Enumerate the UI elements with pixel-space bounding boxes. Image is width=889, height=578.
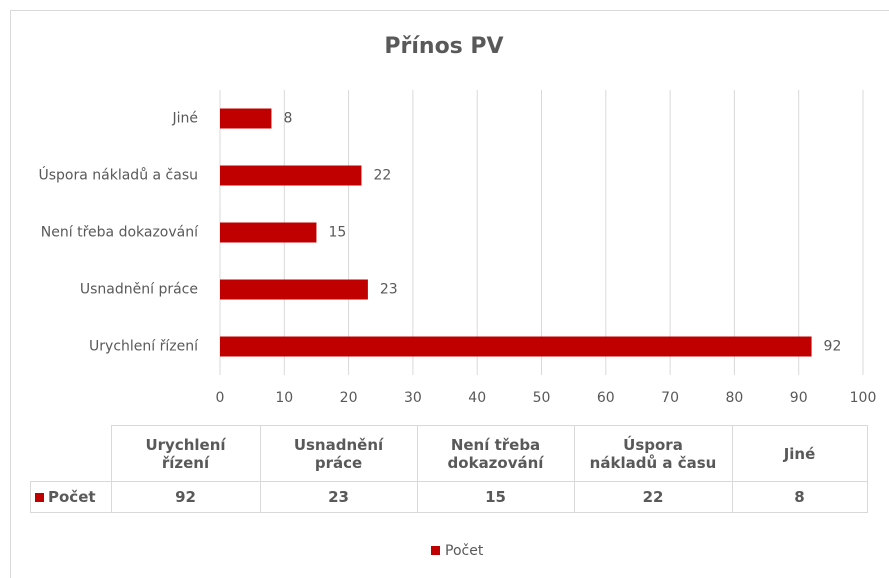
y-tick-label: Urychlení řízení bbox=[89, 339, 199, 355]
table-header: Není třeba dokazování bbox=[416, 425, 575, 482]
data-label: 22 bbox=[373, 168, 391, 184]
table-value: 92 bbox=[110, 481, 261, 513]
bar bbox=[220, 336, 812, 357]
x-tick-label: 70 bbox=[661, 390, 679, 406]
x-tick-label: 40 bbox=[468, 390, 486, 406]
y-tick-label: Usnadnění práce bbox=[80, 282, 198, 298]
data-label: 15 bbox=[328, 225, 346, 241]
legend-swatch bbox=[35, 493, 44, 502]
y-tick-label: Úspora nákladů a času bbox=[39, 166, 199, 184]
table-value: 22 bbox=[573, 481, 733, 513]
bar bbox=[220, 279, 368, 300]
data-table: Urychlení řízení Usnadnění práce Není třeb… bbox=[30, 425, 868, 513]
table-value: 15 bbox=[416, 481, 575, 513]
table-value: 8 bbox=[731, 481, 868, 513]
y-tick-label: Jiné bbox=[171, 111, 198, 127]
legend-swatch bbox=[431, 546, 440, 555]
data-label: 23 bbox=[380, 282, 398, 298]
table-value: 23 bbox=[259, 481, 418, 513]
x-tick-label: 80 bbox=[725, 390, 743, 406]
table-header: Úspora nákladů a času bbox=[573, 425, 733, 482]
chart-title: Přínos PV bbox=[384, 34, 503, 59]
x-tick-label: 30 bbox=[404, 390, 422, 406]
x-tick-label: 50 bbox=[533, 390, 551, 406]
x-tick-label: 60 bbox=[597, 390, 615, 406]
bar bbox=[220, 222, 317, 243]
legend-label: Počet bbox=[445, 543, 484, 559]
x-tick-label: 100 bbox=[850, 390, 877, 406]
x-tick-label: 0 bbox=[216, 390, 225, 406]
table-header: Urychlení řízení bbox=[110, 425, 261, 482]
bar bbox=[220, 108, 272, 129]
chart-border bbox=[10, 10, 889, 578]
y-tick-label: Není třeba dokazování bbox=[41, 225, 199, 241]
x-tick-label: 10 bbox=[275, 390, 293, 406]
x-tick-label: 20 bbox=[340, 390, 358, 406]
data-label: 8 bbox=[283, 111, 292, 127]
table-header: Jiné bbox=[731, 425, 868, 482]
bar bbox=[220, 165, 362, 186]
x-tick-label: 90 bbox=[790, 390, 808, 406]
data-label: 92 bbox=[824, 339, 842, 355]
row-label: Počet bbox=[48, 488, 96, 506]
table-header: Usnadnění práce bbox=[259, 425, 418, 482]
